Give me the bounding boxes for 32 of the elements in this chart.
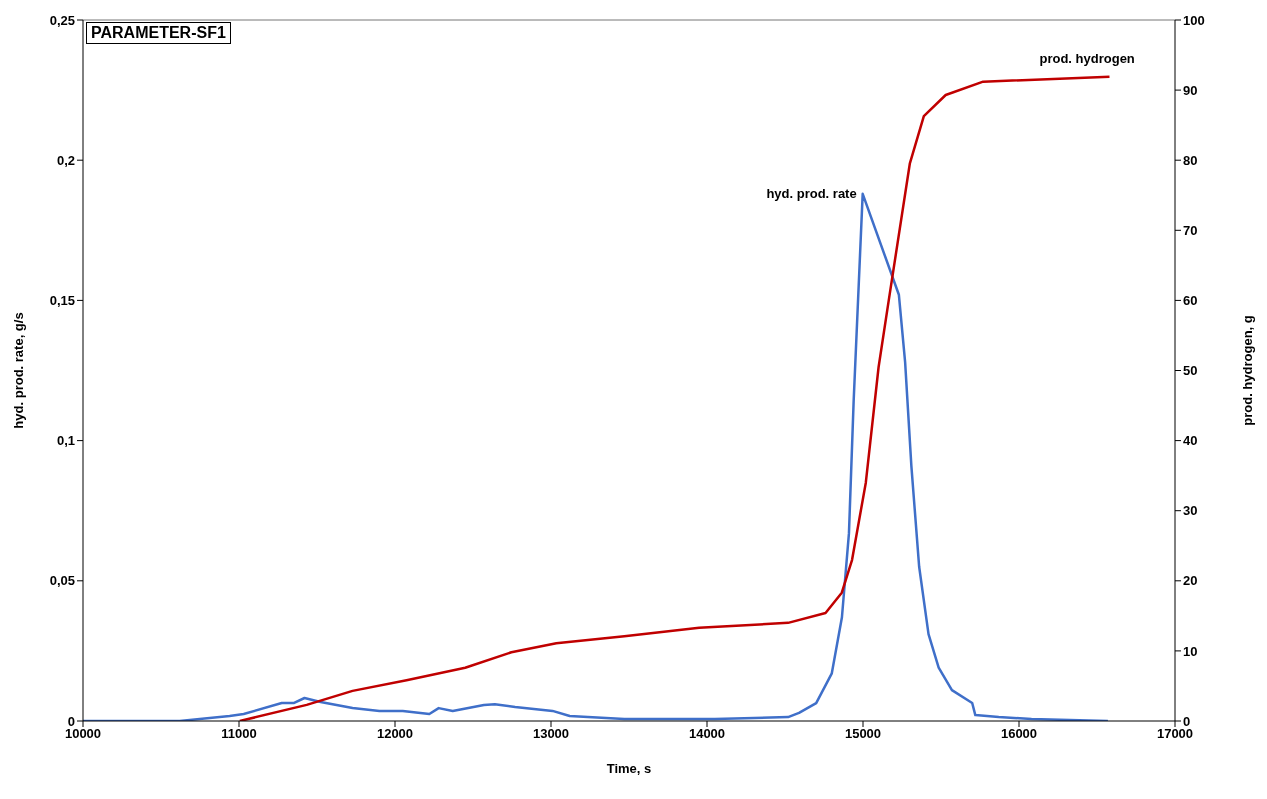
y-tick-label: 0,1 bbox=[56, 433, 75, 449]
chart-title: PARAMETER-SF1 bbox=[86, 22, 231, 44]
x-tick-label: 14000 bbox=[688, 726, 726, 742]
y2-tick-label: 10 bbox=[1183, 643, 1198, 659]
y-axis-title: hyd. prod. rate, g/s bbox=[10, 312, 26, 429]
y-tick-label: 0,05 bbox=[49, 573, 75, 589]
y-tick-label: 0 bbox=[67, 713, 75, 729]
y2-tick-label: 30 bbox=[1183, 503, 1198, 519]
x-tick-label: 13000 bbox=[532, 726, 570, 742]
y2-tick-label: 100 bbox=[1183, 12, 1205, 28]
x-axis-title: Time, s bbox=[606, 761, 652, 776]
x-tick-label: 15000 bbox=[844, 726, 882, 742]
x-tick-label: 10000 bbox=[64, 726, 102, 742]
y2-tick-label: 60 bbox=[1183, 293, 1198, 309]
line-series bbox=[238, 75, 1111, 721]
y-tick-label: 0,2 bbox=[56, 152, 75, 168]
y-tick-label: 0,15 bbox=[49, 293, 75, 309]
y-tick-label: 0,25 bbox=[49, 12, 75, 28]
x-tick-label: 17000 bbox=[1156, 726, 1194, 742]
y2-tick-label: 50 bbox=[1183, 363, 1198, 379]
y2-tick-label: 0 bbox=[1183, 713, 1191, 729]
y2-tick-label: 20 bbox=[1183, 573, 1198, 589]
y2-axis-title: prod. hydrogen, g bbox=[1239, 315, 1255, 426]
y2-tick-label: 80 bbox=[1183, 152, 1198, 168]
x-tick-label: 12000 bbox=[376, 726, 414, 742]
series-label: prod. hydrogen bbox=[1039, 50, 1135, 66]
y2-tick-label: 70 bbox=[1183, 222, 1198, 238]
y2-tick-label: 90 bbox=[1183, 82, 1198, 98]
series-label: hyd. prod. rate bbox=[766, 185, 857, 201]
x-tick-label: 16000 bbox=[1000, 726, 1038, 742]
x-tick-label: 11000 bbox=[221, 726, 257, 742]
y2-tick-label: 40 bbox=[1183, 433, 1198, 449]
